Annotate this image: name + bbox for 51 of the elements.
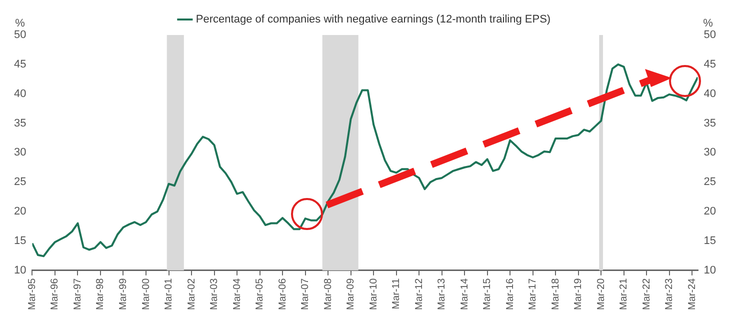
- x-tick-label: Mar-09: [346, 278, 357, 310]
- x-tick-label: Mar-01: [164, 278, 175, 310]
- x-tick-label: Mar-07: [300, 278, 312, 310]
- y2-tick-label: 45: [704, 58, 716, 70]
- x-tick-label: Mar-95: [26, 278, 38, 310]
- x-tick-label: Mar-08: [322, 278, 334, 310]
- x-tick-label: Mar-03: [209, 278, 220, 310]
- x-tick-label: Mar-10: [368, 278, 380, 310]
- x-tick-label: Mar-99: [118, 278, 129, 310]
- y-tick-label: 15: [14, 234, 26, 247]
- y-tick-label: 10: [14, 264, 26, 276]
- y2-tick-label: 35: [704, 117, 716, 130]
- x-tick-label: Mar-21: [618, 278, 630, 310]
- x-tick-label: Mar-96: [50, 278, 61, 310]
- x-tick-label: Mar-97: [72, 278, 84, 310]
- x-tick-label: Mar-98: [95, 278, 106, 310]
- x-tick-label: Mar-05: [254, 278, 266, 310]
- y-tick-label: 25: [14, 176, 26, 188]
- legend-label: Percentage of companies with negative earnings (12-month trailing EPS): [196, 14, 551, 26]
- y2-tick-label: 15: [704, 234, 716, 247]
- x-tick-label: Mar-04: [232, 278, 243, 310]
- y2-axis-title: %: [703, 18, 714, 30]
- y-tick-label: 20: [14, 206, 26, 218]
- x-tick-label: Mar-02: [186, 278, 198, 310]
- y2-tick-label: 30: [704, 146, 716, 159]
- x-tick-label: Mar-20: [596, 278, 607, 310]
- y-tick-label: 50: [14, 29, 26, 42]
- y2-tick-label: 40: [704, 88, 716, 100]
- y2-tick-label: 25: [704, 176, 716, 188]
- x-tick-label: Mar-11: [391, 278, 402, 310]
- y2-tick-label: 50: [704, 29, 716, 42]
- x-tick-label: Mar-17: [528, 278, 539, 310]
- x-tick-label: Mar-24: [686, 278, 698, 310]
- y-axis-title: %: [15, 18, 26, 30]
- y2-tick-label: 10: [704, 264, 716, 276]
- x-tick-label: Mar-13: [436, 278, 448, 310]
- y-tick-label: 30: [14, 146, 26, 159]
- x-tick-label: Mar-06: [277, 278, 288, 310]
- x-tick-label: Mar-14: [459, 278, 470, 310]
- x-tick-label: Mar-23: [664, 278, 676, 310]
- y-tick-label: 35: [14, 117, 26, 130]
- x-tick-label: Mar-19: [573, 278, 584, 310]
- y2-tick-label: 20: [704, 206, 716, 218]
- x-tick-label: Mar-22: [641, 278, 652, 310]
- x-tick-label: Mar-16: [504, 278, 516, 310]
- x-tick-label: Mar-00: [140, 278, 152, 310]
- y-tick-label: 45: [14, 58, 26, 70]
- y-tick-label: 40: [14, 88, 26, 100]
- x-tick-label: Mar-12: [414, 278, 425, 310]
- x-tick-label: Mar-15: [482, 278, 494, 310]
- x-tick-label: Mar-18: [550, 278, 562, 310]
